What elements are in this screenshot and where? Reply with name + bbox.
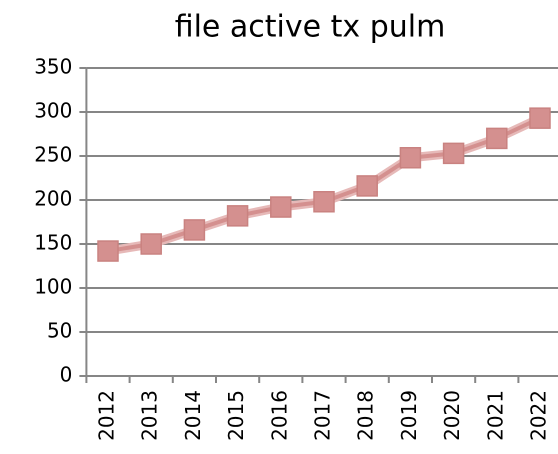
marker <box>183 219 206 241</box>
marker <box>486 127 508 150</box>
y-tick-label: 100 <box>34 275 72 299</box>
x-tick-label: 2016 <box>267 390 291 441</box>
marker <box>399 147 422 169</box>
marker <box>140 233 162 255</box>
y-tick-label: 350 <box>34 55 72 79</box>
y-tick-label: 200 <box>34 187 72 211</box>
marker <box>270 196 292 218</box>
x-tick-label: 2022 <box>527 390 551 441</box>
x-tick-label: 2019 <box>397 390 421 441</box>
x-tick-label: 2017 <box>311 390 335 441</box>
x-tick-label: 2021 <box>483 390 507 441</box>
x-tick-label: 2014 <box>181 390 205 441</box>
x-tick-label: 2013 <box>138 390 162 441</box>
marker <box>529 107 551 129</box>
y-tick-label: 50 <box>47 319 72 343</box>
chart-title: file active tx pulm <box>175 10 446 45</box>
x-tick-label: 2012 <box>95 390 119 441</box>
marker <box>313 191 335 213</box>
y-tick-label: 300 <box>34 99 72 123</box>
x-tick-label: 2018 <box>354 390 378 441</box>
y-tick-label: 0 <box>60 363 73 387</box>
marker <box>356 175 378 197</box>
y-tick-label: 150 <box>34 231 72 255</box>
marker <box>442 142 465 165</box>
y-tick-label: 250 <box>34 143 72 167</box>
x-tick-label: 2020 <box>440 390 464 441</box>
marker <box>97 240 119 262</box>
marker <box>226 205 249 227</box>
x-tick-label: 2015 <box>224 390 248 441</box>
